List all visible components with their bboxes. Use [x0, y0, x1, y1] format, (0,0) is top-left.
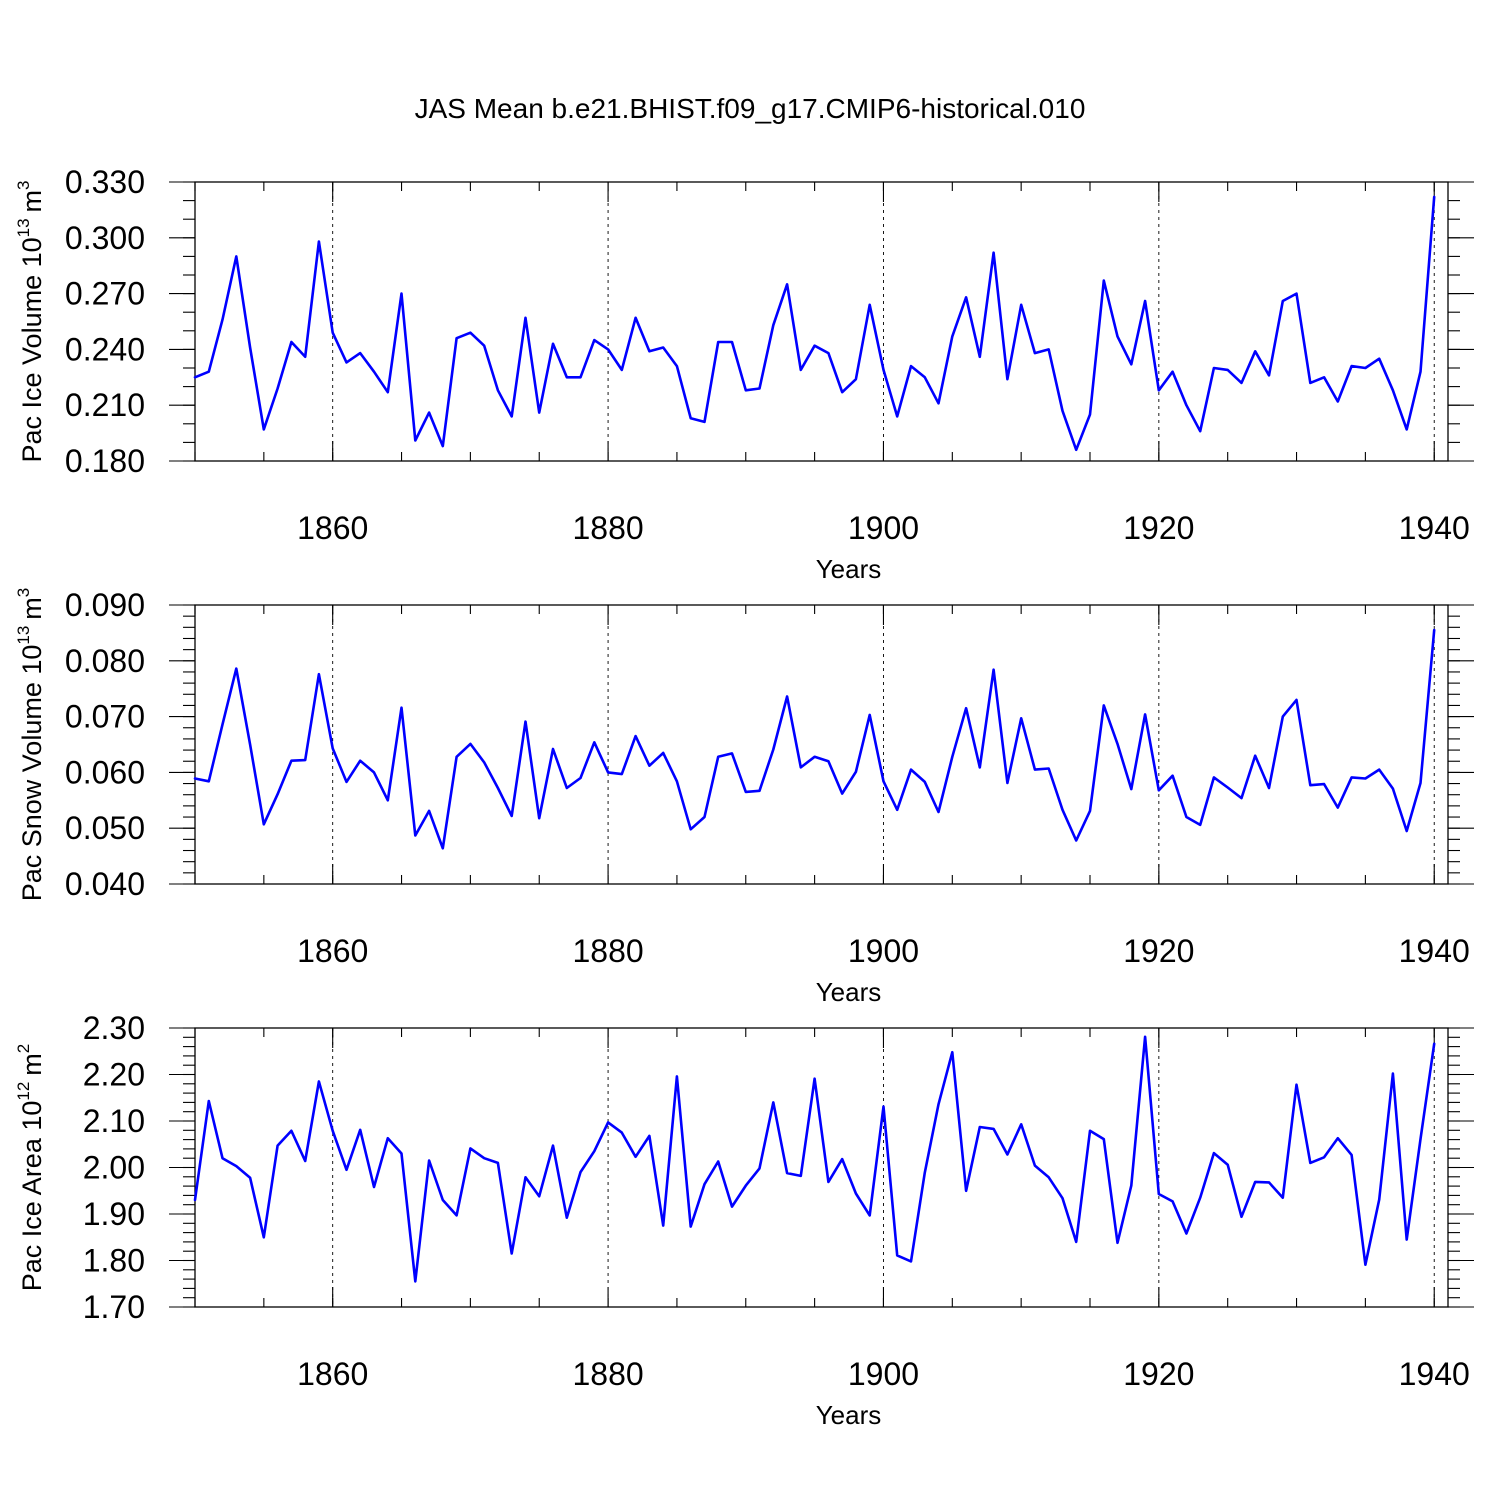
x-tick-label: 1900: [848, 510, 919, 546]
y-tick-label: 2.20: [83, 1057, 145, 1093]
y-tick-label: 0.090: [65, 587, 145, 623]
y-tick-label: 0.040: [65, 866, 145, 902]
y-tick-label: 0.240: [65, 331, 145, 367]
y-tick-label: 0.270: [65, 276, 145, 312]
y-tick-label: 1.90: [83, 1196, 145, 1232]
x-tick-label: 1860: [297, 1356, 368, 1392]
x-tick-label: 1940: [1399, 1356, 1470, 1392]
x-tick-label: 1940: [1399, 933, 1470, 969]
x-tick-label: 1920: [1123, 1356, 1194, 1392]
y-tick-label: 2.10: [83, 1103, 145, 1139]
plot-frame: [194, 181, 1449, 462]
x-tick-label: 1880: [572, 1356, 643, 1392]
y-tick-label: 0.060: [65, 754, 145, 790]
y-tick-label: 0.050: [65, 810, 145, 846]
x-tick-label: 1860: [297, 510, 368, 546]
x-axis-label: Years: [816, 977, 882, 1007]
x-tick-label: 1880: [572, 933, 643, 969]
y-tick-label: 0.300: [65, 220, 145, 256]
y-tick-label: 0.330: [65, 164, 145, 200]
x-axis-label: Years: [816, 554, 882, 584]
y-axis-label: Pac Ice Area 1012m2: [14, 1044, 47, 1292]
panel-ice-volume: 0.180 0.210 0.240 0.270 0.300 0.330 1860 1880 19…: [14, 164, 1474, 584]
y-tick-label: 0.070: [65, 699, 145, 735]
chart-title: JAS Mean b.e21.BHIST.f09_g17.CMIP6-histo…: [415, 93, 1086, 124]
data-line: [193, 1035, 1436, 1283]
y-tick-label: 1.70: [83, 1289, 145, 1325]
y-axis-label: Pac Ice Volume 1013m3: [14, 180, 47, 462]
y-tick-label: 0.080: [65, 643, 145, 679]
data-line: [193, 628, 1436, 850]
panel-ice-area: 1.70 1.80 1.90 2.00 2.10 2.20 2.30 1860 1880 1900…: [14, 1010, 1474, 1430]
x-tick-label: 1900: [848, 933, 919, 969]
x-axis-label: Years: [816, 1400, 882, 1430]
y-tick-label: 2.00: [83, 1150, 145, 1186]
panel-snow-volume: 0.040 0.050 0.060 0.070 0.080 0.090 1860 1880 19…: [14, 587, 1474, 1007]
x-tick-label: 1880: [572, 510, 643, 546]
x-tick-label: 1900: [848, 1356, 919, 1392]
x-tick-label: 1920: [1123, 510, 1194, 546]
plot-frame: [194, 604, 1449, 885]
data-line: [193, 195, 1436, 452]
x-tick-label: 1860: [297, 933, 368, 969]
x-tick-label: 1940: [1399, 510, 1470, 546]
y-axis-label: Pac Snow Volume 1013m3: [14, 588, 47, 902]
y-tick-label: 1.80: [83, 1243, 145, 1279]
y-tick-label: 0.180: [65, 443, 145, 479]
y-tick-label: 2.30: [83, 1010, 145, 1046]
y-tick-label: 0.210: [65, 387, 145, 423]
x-tick-label: 1920: [1123, 933, 1194, 969]
